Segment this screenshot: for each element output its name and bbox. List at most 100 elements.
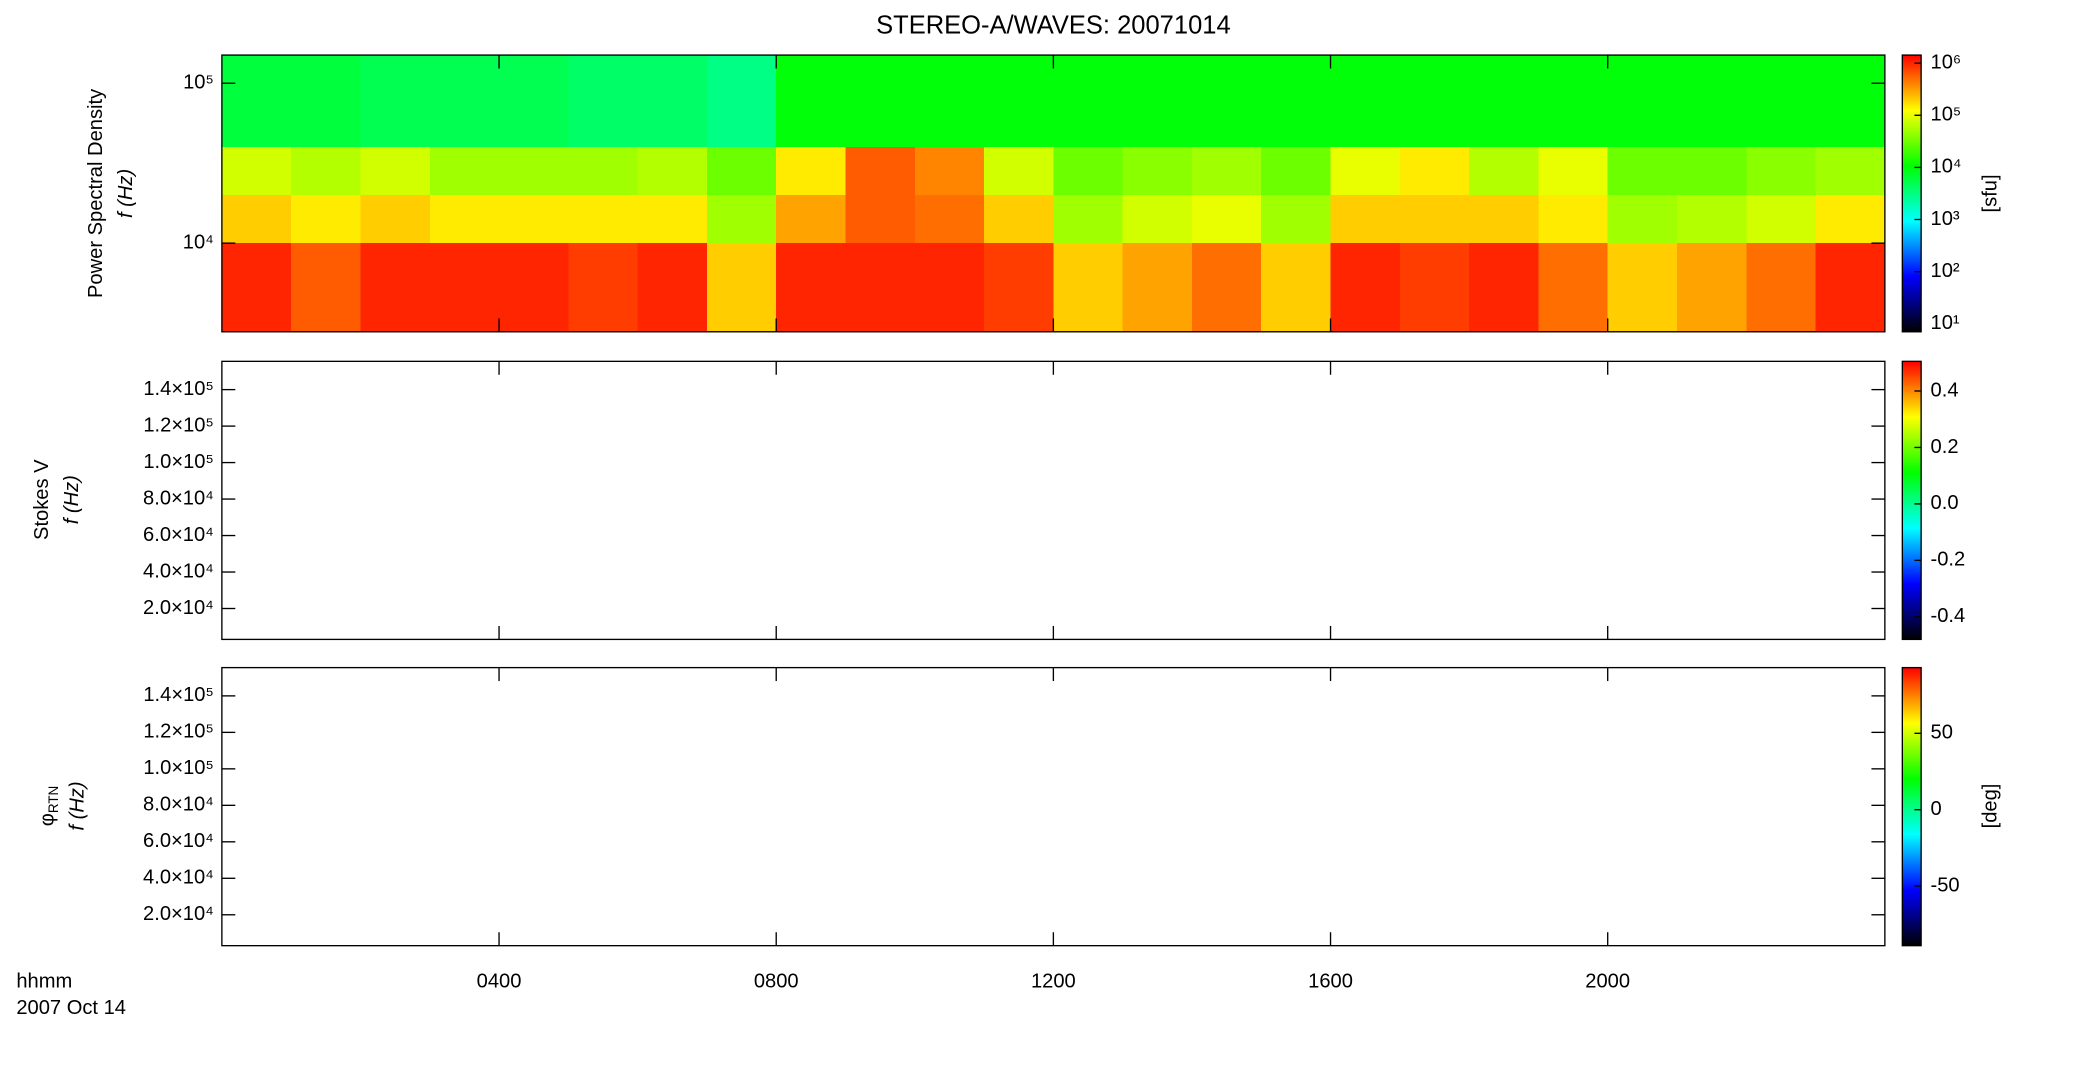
y-axis-unit: f (Hz) (61, 475, 83, 524)
heatmap-cell (1815, 146, 1886, 196)
colorbar-tick-label: 0 (1931, 798, 1942, 820)
y-tick-label: 6.0×10⁴ (143, 830, 214, 852)
heatmap-cell (637, 195, 708, 244)
y-tick-label: 10⁵ (183, 72, 214, 94)
colorbar (1901, 666, 1922, 947)
colorbar-tick-label: 0.2 (1931, 436, 1959, 458)
heatmap-cell (568, 55, 639, 147)
x-tick-label: 0800 (754, 970, 799, 992)
heatmap-cell (637, 146, 708, 196)
heatmap-cell (706, 195, 777, 244)
heatmap-cell (1261, 55, 1332, 147)
y-axis-title-main: φ (37, 813, 59, 826)
heatmap-cell (1330, 195, 1401, 244)
heatmap-cell (499, 195, 570, 244)
heatmap-cell (1330, 55, 1401, 147)
y-tick-label: 6.0×10⁴ (143, 524, 214, 546)
y-axis-title-main: Stokes V (32, 459, 54, 540)
heatmap-cell (984, 195, 1055, 244)
heatmap-cell (914, 55, 985, 147)
heatmap-cell (1815, 195, 1886, 244)
heatmap-cell (845, 243, 916, 332)
heatmap-cell (291, 243, 362, 332)
heatmap-cell (845, 55, 916, 147)
heatmap-cell (360, 195, 431, 244)
heatmap-cell (499, 55, 570, 147)
x-tick-label: 1200 (1031, 970, 1076, 992)
heatmap-cell (1399, 195, 1470, 244)
heatmap-cell (429, 243, 500, 332)
colorbar-tick-label: -0.4 (1931, 605, 1966, 627)
plot-frame (221, 666, 1886, 947)
heatmap-cell (1538, 195, 1609, 244)
y-tick-label: 4.0×10⁴ (143, 560, 214, 582)
heatmap-cell (1191, 146, 1262, 196)
heatmap-cell (984, 146, 1055, 196)
heatmap-cell (1053, 195, 1124, 244)
heatmap-cell (429, 195, 500, 244)
heatmap-cell (221, 243, 292, 332)
y-tick-label: 10⁴ (183, 231, 214, 253)
y-tick-label: 4.0×10⁴ (143, 867, 214, 889)
heatmap-cell (1538, 243, 1609, 332)
heatmap-cell (1330, 243, 1401, 332)
heatmap-cell (914, 195, 985, 244)
y-axis-unit: f (Hz) (115, 169, 137, 218)
heatmap-cell (429, 55, 500, 147)
heatmap-cell (1607, 146, 1678, 196)
heatmap-cell (1469, 146, 1540, 196)
heatmap-cell (776, 243, 847, 332)
heatmap-cell (706, 243, 777, 332)
heatmap-cell (984, 243, 1055, 332)
x-tick-label: 1600 (1308, 970, 1353, 992)
y-axis-title: Power Spectral Density (85, 88, 107, 298)
colorbar-tick-label: -0.2 (1931, 549, 1966, 571)
colorbar (1901, 54, 1922, 333)
y-tick-label: 1.4×10⁵ (143, 378, 213, 400)
heatmap-cell (1538, 55, 1609, 147)
heatmap-cell (1469, 55, 1540, 147)
heatmap-cell (499, 146, 570, 196)
heatmap-cell (1746, 146, 1817, 196)
colorbar-tick-label: 10⁴ (1931, 156, 1962, 178)
colorbar-title: [deg] (1979, 784, 2001, 829)
date-label: 2007 Oct 14 (16, 997, 126, 1019)
colorbar-tick-label: -50 (1931, 874, 1960, 896)
heatmap-cell (1607, 195, 1678, 244)
heatmap-cell (1676, 146, 1747, 196)
heatmap-cell (776, 146, 847, 196)
heatmap-cell (1261, 146, 1332, 196)
heatmap-cell (1122, 55, 1193, 147)
heatmap-cell (568, 243, 639, 332)
heatmap-cell (706, 146, 777, 196)
heatmap-cell (568, 195, 639, 244)
heatmap-cell (360, 243, 431, 332)
heatmap-cell (1330, 146, 1401, 196)
heatmap-cell (360, 146, 431, 196)
heatmap-cell (1122, 243, 1193, 332)
y-tick-label: 8.0×10⁴ (143, 487, 214, 509)
colorbar-tick-label: 0.4 (1931, 379, 1959, 401)
heatmap-cell (845, 195, 916, 244)
heatmap-cell (1746, 243, 1817, 332)
heatmap-cell (1261, 195, 1332, 244)
y-axis-unit: f (Hz) (66, 781, 88, 830)
heatmap-cell (1538, 146, 1609, 196)
heatmap-cell (1676, 55, 1747, 147)
y-tick-label: 2.0×10⁴ (143, 903, 214, 925)
colorbar-tick-label: 10⁵ (1931, 104, 1962, 126)
heatmap-cell (1746, 195, 1817, 244)
colorbar-tick-label: 10⁶ (1931, 51, 1962, 73)
heatmap-cell (776, 55, 847, 147)
chart-title: STEREO-A/WAVES: 20071014 (876, 12, 1231, 40)
heatmap-cell (1399, 146, 1470, 196)
y-tick-label: 1.4×10⁵ (143, 684, 213, 706)
heatmap-cell (914, 146, 985, 196)
heatmap-cell (1261, 243, 1332, 332)
heatmap-cell (1122, 195, 1193, 244)
colorbar (1901, 360, 1922, 641)
y-tick-label: 1.2×10⁵ (143, 721, 213, 743)
colorbar-tick-label: 0.0 (1931, 492, 1959, 514)
heatmap-cell (1053, 146, 1124, 196)
